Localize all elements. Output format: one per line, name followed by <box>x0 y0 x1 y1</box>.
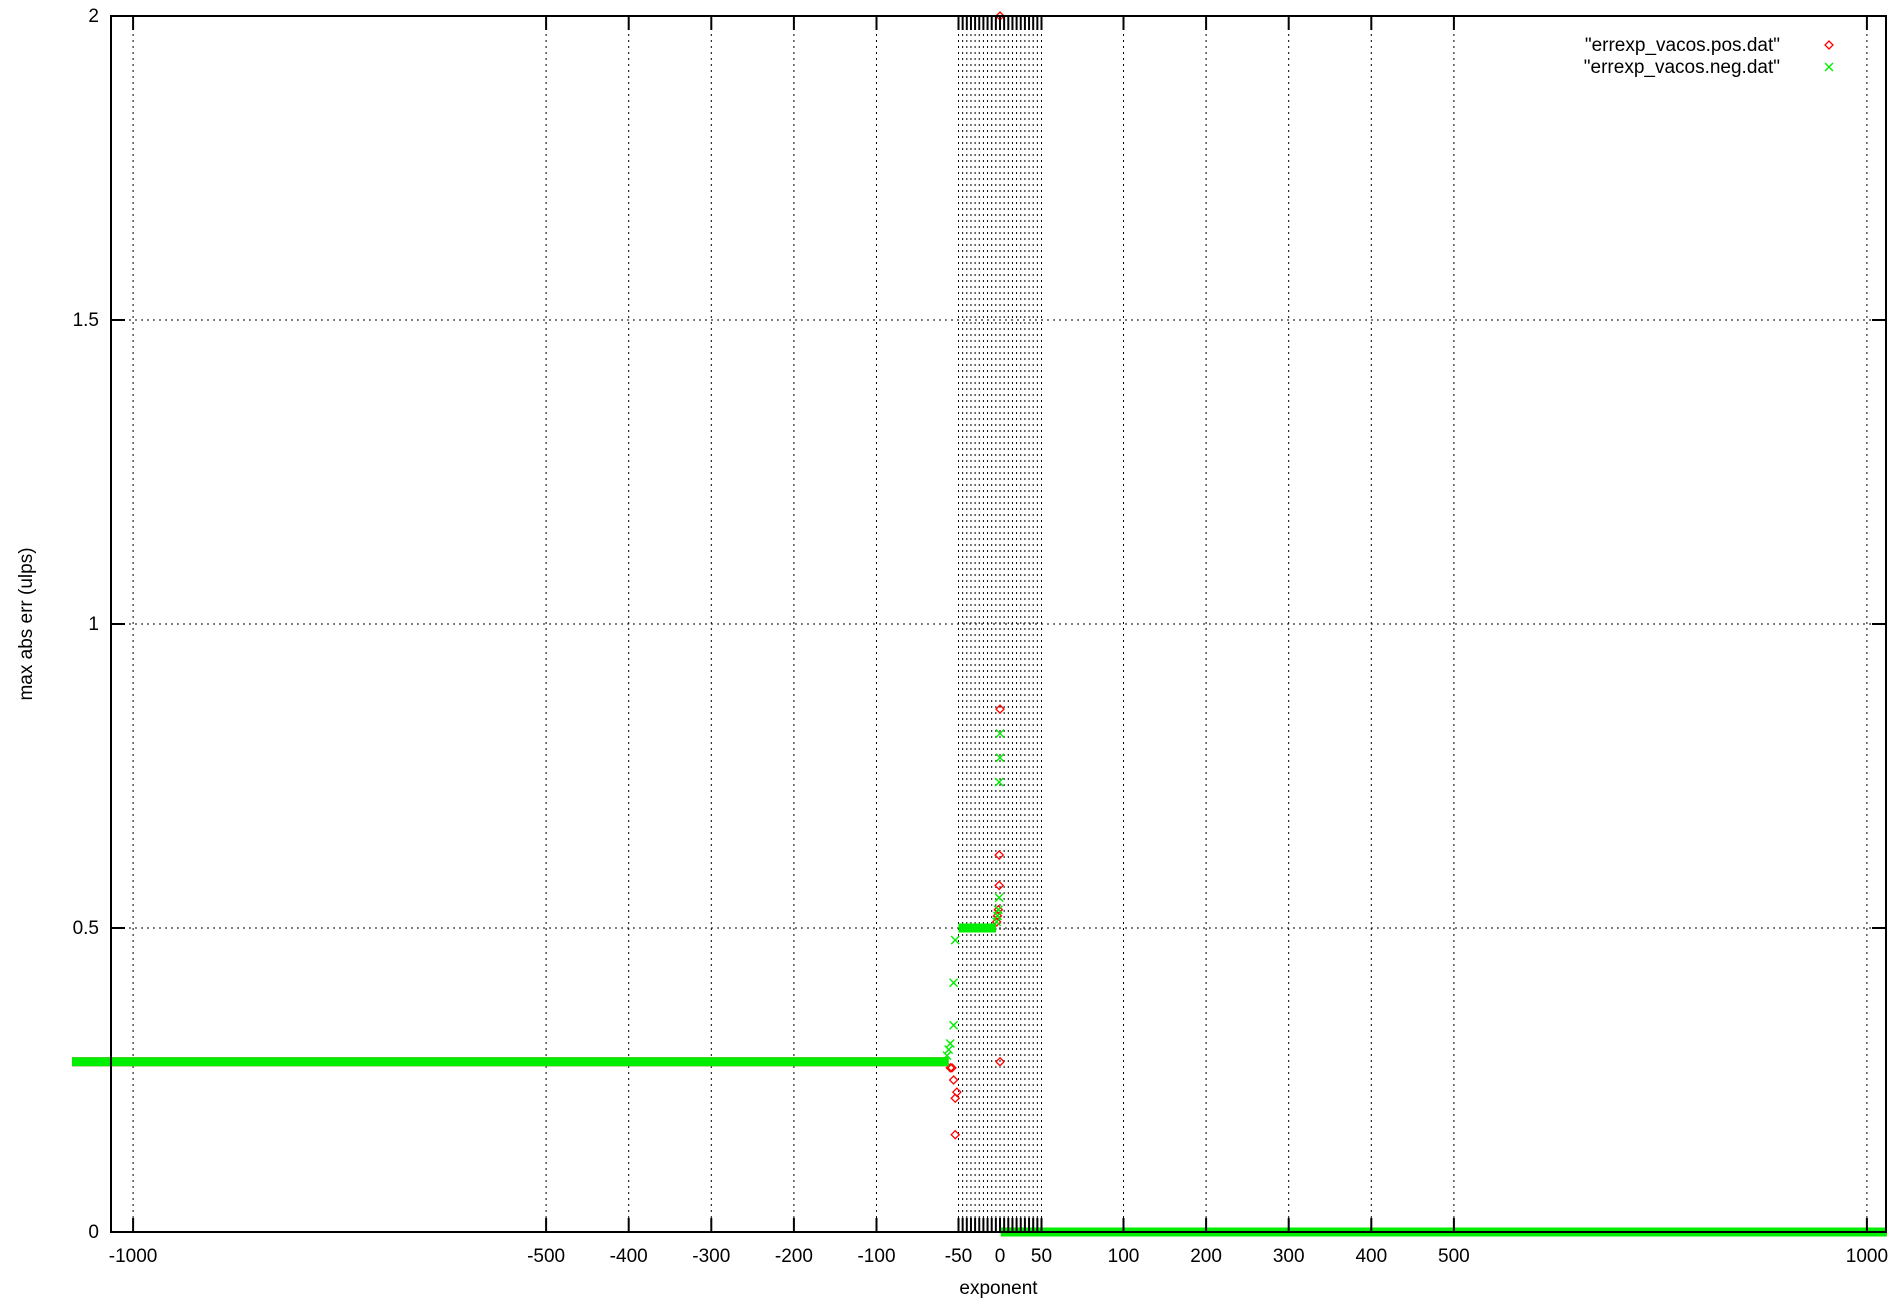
x-tick-label: -50 <box>945 1246 972 1267</box>
data-point <box>948 1075 959 1085</box>
legend: "errexp_vacos.pos.dat""errexp_vacos.neg.… <box>1584 35 1834 78</box>
legend-marker <box>1824 62 1834 72</box>
data-point <box>994 777 1004 787</box>
data-point <box>994 893 1004 903</box>
data-point <box>995 728 1005 738</box>
x-tick-label: -400 <box>610 1246 648 1267</box>
x-tick-label: 500 <box>1438 1246 1470 1267</box>
data-point <box>995 753 1005 763</box>
data-point <box>949 1020 959 1030</box>
x-tick-label: -300 <box>692 1246 730 1267</box>
data-point <box>991 917 1002 927</box>
y-tick-label: 0 <box>88 1222 99 1243</box>
legend-entry-label: "errexp_vacos.neg.dat" <box>1584 57 1780 78</box>
data-point <box>995 704 1005 715</box>
x-tick-label: 0 <box>995 1246 1006 1267</box>
data-point <box>994 880 1005 891</box>
x-tick-label: 50 <box>1031 1246 1052 1267</box>
x-tick-label: 200 <box>1190 1246 1222 1267</box>
y-tick-label: 1 <box>88 614 99 635</box>
data-point <box>992 910 1003 921</box>
x-tick-label: -500 <box>527 1246 565 1267</box>
x-tick-label: 300 <box>1273 1246 1305 1267</box>
data-point <box>993 904 1004 915</box>
data-point <box>951 1087 962 1098</box>
grid <box>111 16 1886 1232</box>
x-tick-label: -100 <box>857 1246 895 1267</box>
data-point <box>945 1062 956 1073</box>
data-point <box>995 1056 1005 1067</box>
axis-ticks <box>111 15 1886 1233</box>
data-point <box>993 905 1003 915</box>
data-point <box>950 1129 961 1140</box>
x-axis-label: exponent <box>959 1278 1038 1299</box>
data-point <box>945 1039 955 1049</box>
y-tick-label: 0.5 <box>73 918 99 939</box>
tick-labels: 00.511.52-1000 -500 -400 -300 -200 -100 -50 0 50… <box>73 6 1888 1267</box>
y-tick-label: 1.5 <box>73 310 99 331</box>
data-point <box>950 935 960 945</box>
y-axis-label: max abs err (ulps) <box>16 547 37 700</box>
x-tick-label: -1000 <box>109 1246 158 1267</box>
data-point <box>949 978 959 988</box>
data-point <box>994 850 1005 860</box>
x-tick-label: 100 <box>1108 1246 1140 1267</box>
data-point <box>950 1093 961 1104</box>
x-tick-label: 400 <box>1355 1246 1387 1267</box>
x-tick-label: -200 <box>775 1246 813 1267</box>
legend-entry-label: "errexp_vacos.pos.dat" <box>1585 35 1780 56</box>
legend-marker <box>1824 40 1834 50</box>
y-tick-label: 2 <box>88 6 99 27</box>
x-tick-label: 1000 <box>1846 1246 1888 1267</box>
data-point <box>947 1062 957 1073</box>
